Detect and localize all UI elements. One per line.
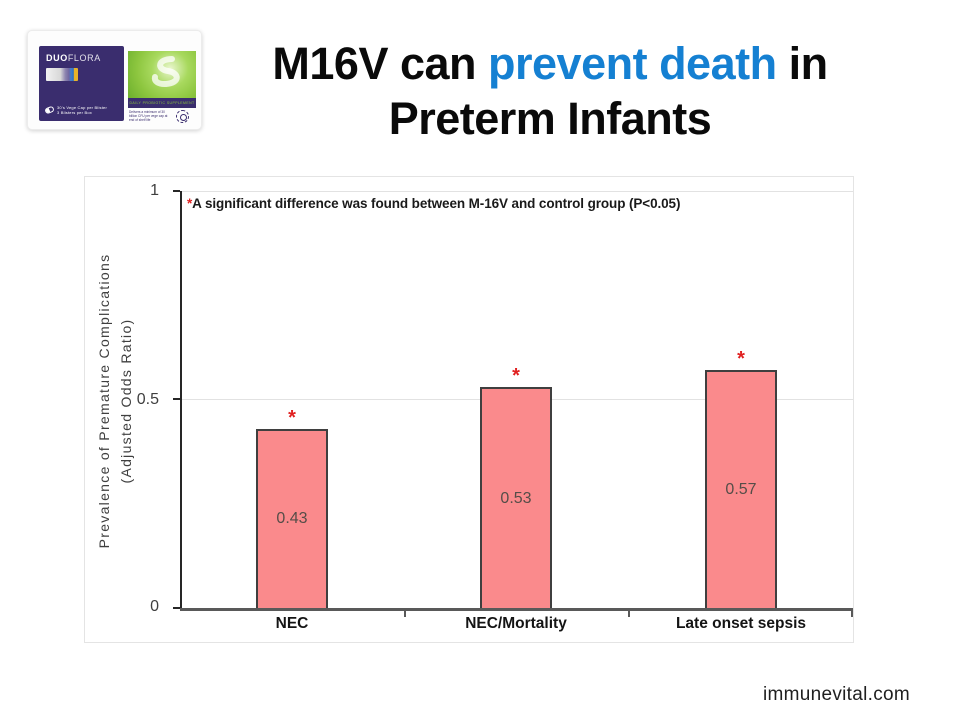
annotation-text: A significant difference was found betwe… [192, 196, 681, 211]
x-tick-mark [628, 608, 630, 617]
y-axis-line [180, 191, 182, 611]
x-axis-line [180, 608, 853, 611]
product-band: DAILY PROBIOTIC SUPPLEMENT [128, 98, 196, 108]
pack-info-text: 30's Vege Cap per Blister 3 Blisters per… [57, 105, 107, 115]
significance-star: * [737, 348, 745, 371]
bar-group-late-onset-sepsis: * 0.57 [705, 191, 777, 608]
product-note-row: Delivers a minimum of 30 billion CFU per… [129, 110, 197, 123]
slide-title: M16V can prevent death in Preterm Infant… [210, 36, 890, 146]
pack-line-1: 30's Vege Cap per Blister [57, 105, 108, 110]
brand-bold: DUO [46, 53, 68, 63]
y-axis-label-line-1: Prevalence of Premature Complications [96, 253, 112, 549]
title-post: in [776, 38, 829, 89]
bar-nec-mortality [480, 387, 552, 608]
y-tick-label-0-5: 0.5 [136, 391, 159, 408]
blister-pack-image [46, 68, 78, 81]
bar-late-onset-sepsis [705, 370, 777, 608]
title-pre: M16V can [272, 38, 489, 89]
certification-stamp-icon [176, 110, 189, 123]
x-tick-mark [851, 608, 853, 617]
product-green-swirl [128, 51, 196, 98]
bar-value-late-onset-sepsis: 0.57 [725, 481, 757, 499]
y-tick-mark [173, 607, 180, 609]
bar-nec [256, 428, 328, 608]
significance-star: * [512, 365, 520, 387]
category-label-late-onset-sepsis: Late onset sepsis [675, 615, 807, 632]
brand-light: FLORA [67, 53, 101, 63]
y-tick-label-0: 0 [150, 598, 159, 615]
product-image: DUOFLORA 30's Vege Cap per Blister 3 Bli… [27, 30, 202, 130]
footer-url: immunevital.com [762, 684, 910, 705]
bar-value-nec-mortality: 0.53 [500, 489, 532, 507]
bar-group-nec: * 0.43 [256, 191, 328, 608]
title-highlight: prevent death [488, 38, 777, 89]
annotation-star: * [187, 196, 193, 211]
y-tick-mark [173, 190, 180, 192]
x-tick-mark [404, 608, 406, 617]
product-purple-panel: DUOFLORA 30's Vege Cap per Blister 3 Bli… [39, 46, 124, 121]
category-label-nec-mortality: NEC/Mortality [465, 615, 567, 632]
gridline-1 [182, 191, 853, 192]
pill-icon [44, 105, 55, 115]
category-label-nec: NEC [275, 615, 309, 632]
title-line-1: M16V can prevent death in [210, 36, 890, 91]
pack-line-2: 3 Blisters per Box [57, 110, 92, 115]
plot-area: * 0.43 * 0.53 * 0.57 [180, 191, 853, 608]
significance-annotation: *A significant difference was found betw… [187, 196, 680, 211]
bar-group-nec-mortality: * 0.53 [480, 191, 552, 608]
pack-info: 30's Vege Cap per Blister 3 Blisters per… [44, 105, 107, 115]
swirl-logo-icon [151, 56, 180, 88]
title-line-2: Preterm Infants [388, 93, 712, 144]
y-tick-label-1: 1 [150, 182, 159, 199]
bar-chart: Prevalence of Premature Complications (A… [84, 176, 854, 643]
bar-value-nec: 0.43 [276, 510, 308, 528]
y-tick-mark [173, 398, 180, 400]
product-note-text: Delivers a minimum of 30 billion CFU per… [129, 110, 168, 122]
product-brand: DUOFLORA [46, 53, 101, 63]
significance-star: * [288, 406, 296, 429]
